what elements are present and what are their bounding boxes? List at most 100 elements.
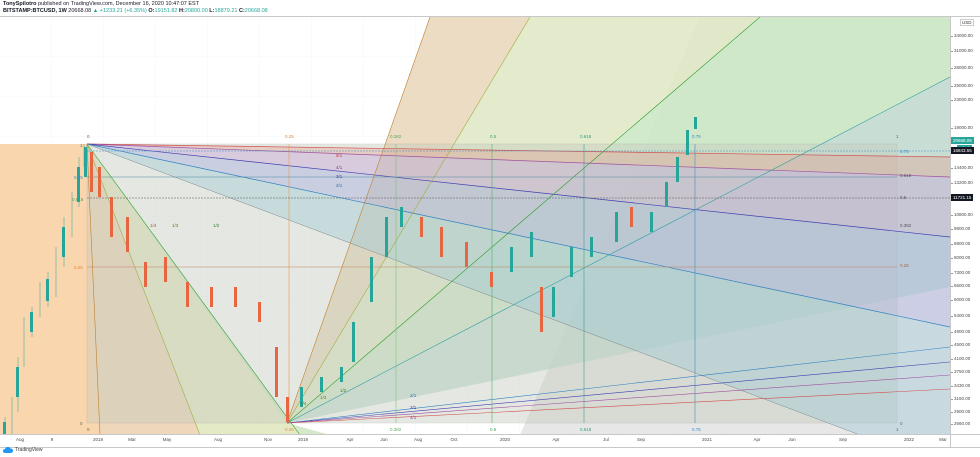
svg-text:0.382: 0.382: [390, 134, 402, 139]
time-tick: Mar: [128, 437, 136, 442]
svg-text:0.382: 0.382: [900, 223, 912, 228]
price-tick: 4100.00: [950, 356, 971, 361]
svg-text:4/1: 4/1: [336, 165, 343, 170]
close-label: C:: [238, 8, 245, 14]
svg-text:1/4: 1/4: [300, 401, 307, 406]
time-tick: Sep: [636, 437, 646, 442]
svg-text:0.75: 0.75: [692, 427, 701, 432]
svg-text:0.5: 0.5: [490, 427, 497, 432]
price-axis[interactable]: 34000.00 31000.00 28000.00 25000.00 2300…: [950, 16, 980, 435]
low-label: L:: [209, 8, 215, 14]
svg-text:0.75: 0.75: [692, 134, 701, 139]
time-tick: 9: [50, 437, 54, 442]
tradingview-logo[interactable]: TradingView: [3, 447, 43, 453]
price-tick: 3750.00: [950, 369, 971, 374]
high-label: H:: [179, 8, 185, 14]
price-tick: 14400.00: [951, 165, 973, 170]
price-tick: 4500.00: [950, 342, 971, 347]
published-info: published on TradingView.com, December 1…: [38, 1, 200, 7]
cloud-icon: [3, 447, 13, 453]
svg-text:0: 0: [900, 421, 903, 426]
svg-text:4/1: 4/1: [410, 415, 417, 420]
svg-text:0.618: 0.618: [72, 197, 84, 202]
price-tick: 31000.00: [951, 48, 973, 53]
price-tick: 3430.00: [950, 383, 971, 388]
svg-text:0: 0: [87, 427, 90, 432]
time-tick: 2020: [499, 437, 511, 442]
time-tick: Nov: [263, 437, 273, 442]
axis-corner: [950, 434, 980, 448]
time-tick: Aug: [213, 437, 223, 442]
open-label: O:: [148, 8, 155, 14]
currency-label[interactable]: USD: [960, 19, 974, 26]
time-tick: 2022: [903, 437, 915, 442]
svg-text:1: 1: [80, 143, 83, 148]
time-tick: Jul: [603, 437, 609, 442]
time-tick: Apr: [753, 437, 761, 442]
svg-text:0.25: 0.25: [74, 265, 83, 270]
svg-text:0.618: 0.618: [580, 134, 592, 139]
time-tick: May: [162, 437, 172, 442]
price-tick: 4900.00: [950, 329, 971, 334]
chart-header: TonySpilotro published on TradingView.co…: [3, 1, 268, 15]
svg-text:1: 1: [896, 427, 899, 432]
time-tick: Sep: [838, 437, 848, 442]
price-tick: 6000.00: [950, 297, 971, 302]
svg-text:1/4: 1/4: [150, 223, 157, 228]
level-badge: 11721.15: [951, 194, 974, 201]
price-tick: 10800.00: [951, 212, 973, 217]
svg-text:0.618: 0.618: [900, 173, 912, 178]
svg-text:8/1: 8/1: [336, 153, 343, 158]
price-tick: 6600.00: [950, 283, 971, 288]
price-tick: 3150.00: [950, 396, 971, 401]
svg-text:0.382: 0.382: [390, 427, 402, 432]
svg-text:0.618: 0.618: [580, 427, 592, 432]
last-price-badge: 20668.08: [951, 137, 974, 144]
price-tick: 8000.00: [950, 255, 971, 260]
author[interactable]: TonySpilotro: [3, 1, 37, 7]
time-tick: Oct: [450, 437, 458, 442]
chart-canvas: 0 0.25 0.382 0.5 0.618 0.75 1 0 0.25 0.382 0.5 0.6…: [0, 16, 951, 447]
svg-text:1: 1: [896, 134, 899, 139]
svg-text:0.25: 0.25: [285, 134, 294, 139]
time-tick: Apr: [552, 437, 560, 442]
open-value: 19151.82: [154, 8, 178, 14]
candles: [3, 117, 697, 447]
price-tick: 7300.00: [950, 270, 971, 275]
svg-text:0.5: 0.5: [490, 134, 497, 139]
low-value: 18879.21: [214, 8, 238, 14]
svg-text:0.75: 0.75: [900, 149, 909, 154]
svg-text:2/1: 2/1: [410, 393, 417, 398]
time-tick: 2018: [92, 437, 104, 442]
svg-text:0.75: 0.75: [74, 175, 83, 180]
time-tick: Mar: [939, 437, 947, 442]
last-price: 20668.08: [68, 8, 92, 14]
svg-text:2/1: 2/1: [336, 183, 343, 188]
svg-text:1/3: 1/3: [320, 395, 327, 400]
symbol[interactable]: BITSTAMP:BTCUSD, 1W: [3, 8, 67, 14]
svg-text:1/3: 1/3: [172, 223, 179, 228]
level-badge: 16843.55: [951, 147, 974, 154]
price-tick: 19000.00: [951, 125, 973, 130]
svg-text:0.5: 0.5: [900, 195, 907, 200]
price-tick: 8800.00: [950, 241, 971, 246]
time-tick: Jun: [788, 437, 796, 442]
price-tick: 23000.00: [951, 97, 973, 102]
time-tick: 2019: [297, 437, 309, 442]
time-tick: Apr: [346, 437, 354, 442]
time-tick: Aug: [15, 437, 25, 442]
svg-text:1/2: 1/2: [213, 223, 220, 228]
svg-text:1/2: 1/2: [340, 388, 347, 393]
price-tick: 13200.00: [951, 180, 973, 185]
price-change: +1233.21 (+6.35%): [99, 8, 147, 14]
svg-text:0.25: 0.25: [900, 263, 909, 268]
time-tick: Jun: [380, 437, 388, 442]
time-axis[interactable]: Aug 9 2018 Mar May Aug Nov 2019 Apr Jun …: [0, 434, 950, 448]
price-tick: 34000.00: [951, 33, 973, 38]
brand-label: TradingView: [15, 447, 43, 453]
svg-text:3/1: 3/1: [336, 174, 343, 179]
svg-text:0: 0: [87, 134, 90, 139]
chart-pane[interactable]: 0 0.25 0.382 0.5 0.618 0.75 1 0 0.25 0.382 0.5 0.6…: [0, 16, 951, 447]
price-tick: 9800.00: [950, 226, 971, 231]
time-tick: Aug: [413, 437, 423, 442]
